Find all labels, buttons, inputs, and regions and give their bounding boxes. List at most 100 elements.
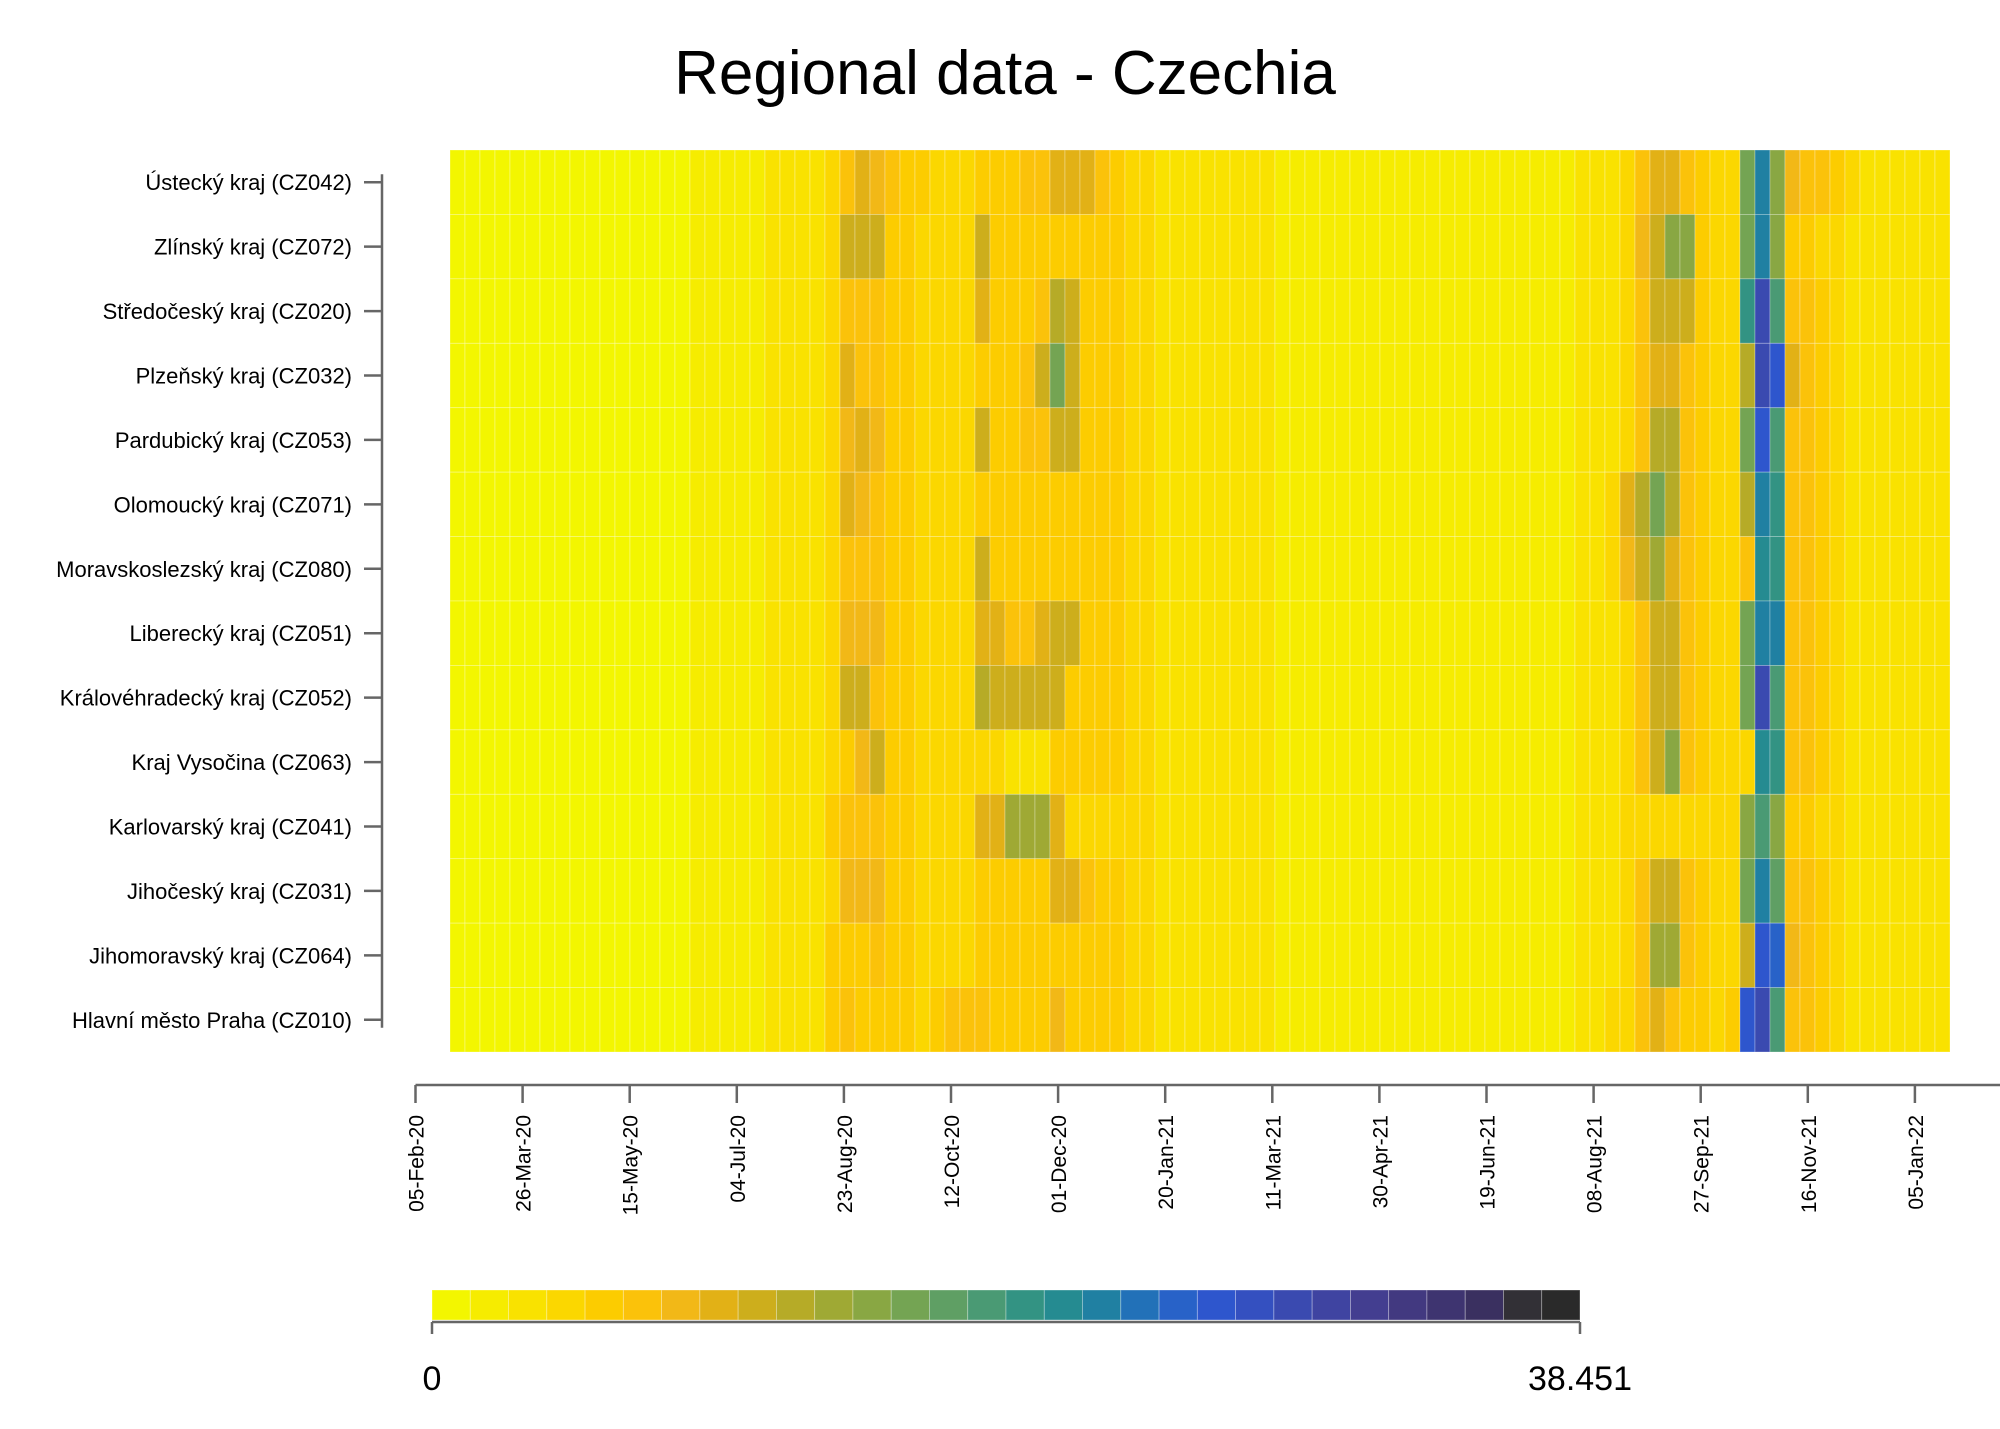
heatmap-cell	[689, 214, 706, 280]
heatmap-cell	[1529, 987, 1546, 1053]
heatmap-cell	[1499, 471, 1516, 537]
heatmap-cell	[1469, 214, 1486, 280]
heatmap-cell	[1004, 536, 1021, 602]
heatmap-cell	[674, 665, 691, 731]
heatmap-cell	[764, 407, 781, 473]
heatmap-cell	[1019, 665, 1036, 731]
heatmap-cell	[449, 922, 466, 988]
heatmap-cell	[1514, 922, 1531, 988]
heatmap-cell	[674, 471, 691, 537]
heatmap-cell	[1199, 665, 1216, 731]
heatmap-cell	[1604, 922, 1621, 988]
heatmap-cell	[1679, 342, 1696, 409]
heatmap-cell	[719, 922, 736, 988]
heatmap-cell	[614, 922, 631, 988]
heatmap-cell	[659, 471, 676, 537]
heatmap-cell	[779, 278, 796, 344]
heatmap-cell	[464, 471, 481, 537]
heatmap-cell	[809, 149, 826, 215]
heatmap-cell	[509, 407, 526, 473]
heatmap-cell	[1529, 600, 1546, 666]
region-label: Zlínský kraj (CZ072)	[154, 235, 352, 260]
heatmap-cell	[1664, 407, 1681, 473]
heatmap-cell	[1649, 987, 1666, 1053]
heatmap-cell	[1844, 536, 1861, 602]
heatmap-cell	[1079, 665, 1096, 731]
heatmap-cell	[884, 278, 901, 344]
heatmap-cell	[1919, 471, 1936, 537]
heatmap-cell	[1784, 471, 1801, 537]
heatmap-cell	[1784, 149, 1801, 215]
heatmap-cell	[1244, 536, 1261, 602]
heatmap-cell	[1109, 278, 1126, 344]
heatmap-cell	[1244, 858, 1261, 924]
heatmap-cell	[869, 858, 886, 924]
heatmap-cell	[1379, 987, 1396, 1053]
heatmap-cell	[1064, 987, 1081, 1053]
heatmap-cell	[944, 987, 961, 1053]
heatmap-cell	[764, 214, 781, 280]
heatmap-cell	[1799, 987, 1816, 1053]
heatmap-cell	[824, 342, 841, 409]
heatmap-cell	[1289, 342, 1306, 409]
heatmap-cell	[1124, 729, 1141, 795]
heatmap-cell	[1619, 600, 1636, 666]
heatmap-cell	[1199, 729, 1216, 795]
heatmap-cell	[1304, 342, 1321, 409]
heatmap-cell	[1109, 729, 1126, 795]
heatmap-cell	[1079, 149, 1096, 215]
heatmap-cell	[584, 729, 601, 795]
heatmap-cell	[824, 471, 841, 537]
heatmap-cell	[554, 214, 571, 280]
heatmap-cell	[1679, 665, 1696, 731]
heatmap-cell	[1109, 471, 1126, 537]
heatmap-cell	[674, 536, 691, 602]
heatmap-cell	[1469, 600, 1486, 666]
heatmap-cell	[1799, 214, 1816, 280]
heatmap-cell	[1634, 600, 1651, 666]
heatmap-cell	[1034, 922, 1051, 988]
heatmap-cell	[974, 665, 991, 731]
heatmap-cell	[1934, 600, 1951, 666]
heatmap-cell	[479, 858, 496, 924]
heatmap-cell	[1544, 729, 1561, 795]
heatmap-cell	[1799, 407, 1816, 473]
heatmap-cell	[1154, 922, 1171, 988]
heatmap-cell	[1919, 922, 1936, 988]
legend-swatch	[1388, 1289, 1428, 1321]
heatmap-cell	[944, 600, 961, 666]
heatmap-cell	[1844, 407, 1861, 473]
heatmap-cell	[584, 278, 601, 344]
heatmap-cell	[1484, 665, 1501, 731]
heatmap-cell	[899, 471, 916, 537]
heatmap-cell	[689, 278, 706, 344]
heatmap-cell	[659, 793, 676, 860]
heatmap-cell	[719, 149, 736, 215]
heatmap-cell	[614, 600, 631, 666]
heatmap-cell	[1124, 858, 1141, 924]
heatmap-cell	[659, 407, 676, 473]
heatmap-cell	[1289, 600, 1306, 666]
heatmap-cell	[704, 858, 721, 924]
heatmap-cell	[734, 793, 751, 860]
heatmap-cell	[1469, 278, 1486, 344]
legend-swatch	[1196, 1289, 1236, 1321]
heatmap-cell	[1439, 793, 1456, 860]
heatmap-cell	[1439, 214, 1456, 280]
heatmap-cell	[674, 922, 691, 988]
heatmap-cell	[1859, 214, 1876, 280]
heatmap-cell	[494, 858, 511, 924]
x-tick-label: 08-Aug-21	[1584, 1115, 1607, 1213]
heatmap-cell	[449, 858, 466, 924]
heatmap-cell	[719, 665, 736, 731]
heatmap-cell	[674, 149, 691, 215]
heatmap-cell	[1754, 407, 1771, 473]
heatmap-cell	[599, 793, 616, 860]
heatmap-cell	[1049, 471, 1066, 537]
heatmap-cell	[689, 536, 706, 602]
heatmap-cell	[599, 342, 616, 409]
legend-swatch	[737, 1289, 777, 1321]
heatmap-cell	[1064, 922, 1081, 988]
heatmap-cell	[854, 987, 871, 1053]
x-tick-label: 20-Jan-21	[1155, 1115, 1178, 1210]
